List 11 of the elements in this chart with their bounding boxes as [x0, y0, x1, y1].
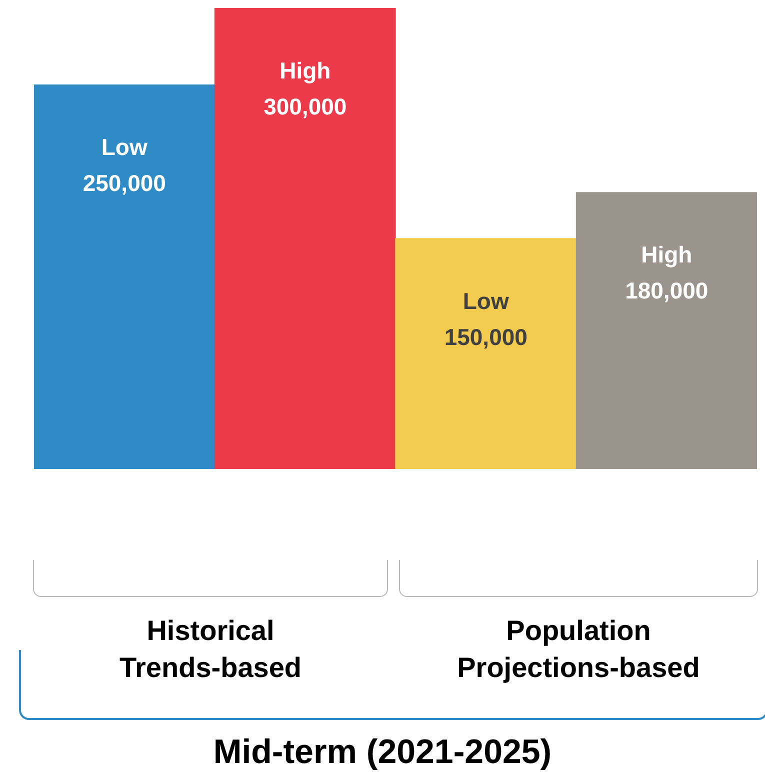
data-label: Low 150,000 — [444, 288, 528, 350]
data-label: High 180,000 — [625, 242, 708, 304]
text: Mid-term (2021-2025) — [212, 732, 553, 772]
text: Population Projections-based — [456, 614, 701, 685]
data-label: High 300,000 — [264, 57, 347, 120]
bar — [34, 84, 216, 469]
bar — [576, 192, 757, 469]
bar — [214, 8, 396, 469]
data-label: Low 250,000 — [82, 134, 166, 196]
text: Historical Trends-based — [118, 614, 303, 685]
bar — [395, 238, 577, 469]
